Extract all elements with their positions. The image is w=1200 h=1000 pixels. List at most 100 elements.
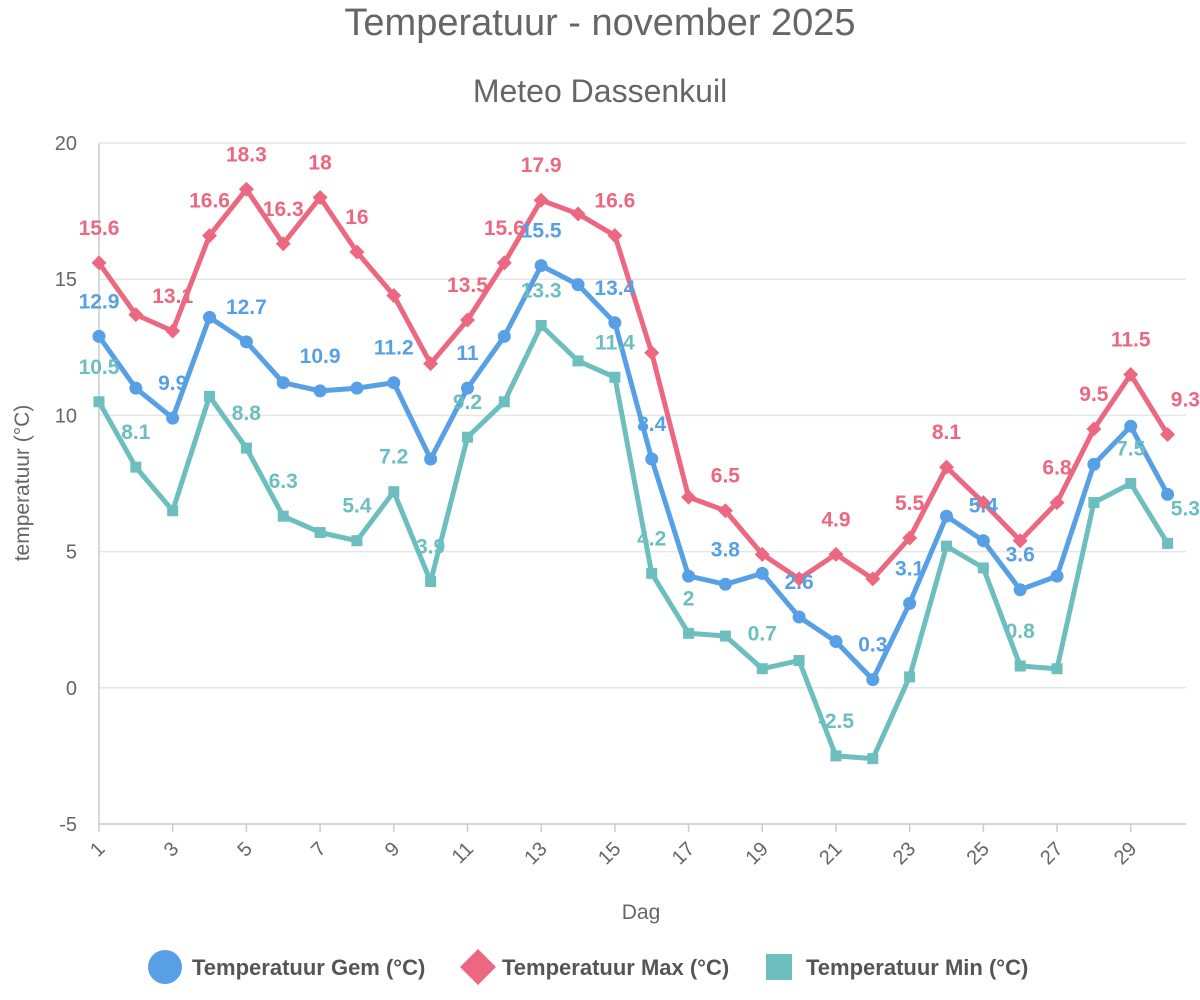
data-point [1160, 426, 1176, 442]
data-point [756, 663, 768, 675]
y-tick-label: 0 [66, 678, 77, 700]
data-label: 9.9 [158, 372, 187, 395]
data-point [167, 505, 179, 517]
data-point [238, 181, 254, 197]
data-point [535, 320, 547, 332]
data-label: 7.5 [1116, 438, 1146, 461]
x-tick-label: 15 [594, 838, 625, 869]
data-point [424, 452, 438, 466]
data-label: 3.1 [895, 557, 925, 580]
data-point [791, 571, 807, 587]
data-label: 4.9 [821, 508, 850, 531]
data-point [717, 503, 733, 519]
data-label: 15.6 [79, 217, 120, 240]
series-line [96, 323, 1171, 762]
x-tick-label: 25 [963, 838, 994, 869]
data-label: -2.5 [818, 710, 855, 733]
data-point [240, 442, 252, 454]
data-point [977, 562, 989, 574]
data-point [275, 236, 291, 252]
data-point [533, 192, 549, 208]
data-label: 0.7 [748, 623, 777, 646]
data-label: 9.3 [1171, 388, 1200, 411]
data-label: 3.8 [711, 538, 741, 561]
data-point [865, 571, 881, 587]
data-label: 18 [308, 151, 332, 174]
data-point [681, 489, 697, 505]
data-point [646, 567, 658, 579]
data-point [571, 278, 585, 292]
y-tick-label: -5 [59, 814, 77, 836]
data-point [1162, 537, 1174, 549]
data-point [497, 329, 511, 343]
x-axis-title: Dag [622, 901, 661, 924]
data-point [644, 345, 660, 361]
data-point [165, 323, 181, 339]
data-point [1050, 569, 1064, 583]
data-point [1012, 533, 1028, 549]
data-point [866, 673, 880, 687]
series-layer [91, 181, 1176, 765]
data-label: 16 [345, 206, 368, 229]
data-point [130, 461, 142, 473]
data-label: 11.4 [595, 331, 635, 354]
data-point [719, 630, 731, 642]
data-point [976, 534, 990, 548]
x-tick-label: 7 [307, 838, 330, 861]
data-point [276, 376, 290, 390]
data-point [607, 228, 623, 244]
data-point [91, 255, 107, 271]
data-label: 2.6 [785, 571, 814, 594]
data-label: 7.2 [379, 446, 408, 469]
data-point [828, 546, 844, 562]
series-gem [92, 259, 1175, 687]
data-point [387, 376, 401, 390]
chart-subtitle: Meteo Dassenkuil [473, 73, 727, 109]
data-point [166, 411, 180, 425]
legend-square-marker [766, 954, 792, 980]
data-point [902, 530, 918, 546]
data-point [1124, 419, 1138, 433]
data-label: 2 [683, 587, 695, 610]
data-point [1049, 495, 1065, 511]
data-point [609, 371, 621, 383]
data-label: 18.3 [226, 143, 267, 166]
data-point [312, 189, 328, 205]
data-point [534, 259, 548, 273]
series-min [93, 320, 1174, 765]
x-tick-label: 17 [668, 838, 699, 869]
data-label: 6.5 [711, 465, 741, 488]
x-tick-label: 23 [889, 838, 920, 869]
data-label: 11.2 [374, 337, 414, 360]
data-point [682, 569, 696, 583]
data-point [975, 495, 991, 511]
data-point [683, 627, 695, 639]
data-label: 5.5 [895, 492, 925, 515]
data-label: 15.5 [521, 220, 562, 243]
y-tick-label: 20 [55, 133, 77, 155]
data-label: 5.4 [342, 495, 372, 518]
data-point [459, 312, 475, 328]
data-label: 13.3 [521, 280, 562, 303]
data-point [1161, 487, 1175, 501]
data-point [754, 546, 770, 562]
y-tick-label: 15 [55, 269, 77, 291]
data-point [92, 329, 106, 343]
data-label: 5.4 [969, 495, 999, 518]
data-label: 0.8 [1006, 620, 1036, 643]
data-label: 11 [456, 342, 479, 365]
data-point [1125, 478, 1137, 489]
data-point [938, 459, 954, 475]
legend-item: Temperatuur Min (°C) [766, 954, 1028, 980]
data-point [498, 396, 510, 408]
data-label: 11.5 [1111, 329, 1151, 352]
data-point [718, 577, 732, 591]
data-point [755, 566, 769, 580]
data-point [129, 381, 143, 395]
data-label: 3.9 [416, 536, 445, 559]
x-tick-label: 11 [448, 838, 478, 868]
data-label: 13.5 [447, 274, 488, 297]
data-point [425, 576, 437, 588]
x-tick-label: 13 [520, 838, 551, 869]
